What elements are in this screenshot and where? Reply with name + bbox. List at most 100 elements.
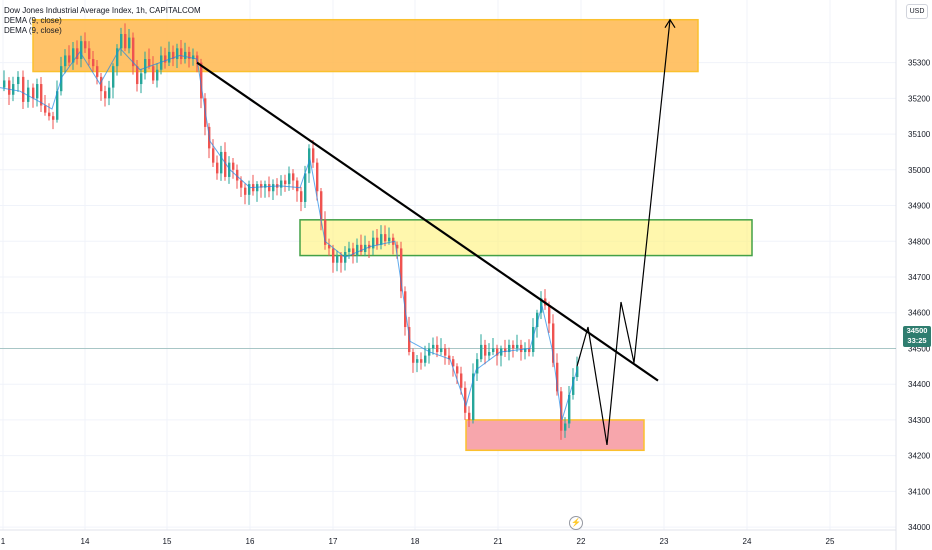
legend-title[interactable]: Dow Jones Industrial Average Index, 1h, … [4,6,201,15]
candle-body [184,51,187,60]
candle-body [120,34,123,49]
candle-body [88,48,91,60]
candle-body [320,191,323,220]
time-axis[interactable]: 1 14 15 16 17 18 21 22 23 24 25 [1,537,835,546]
candle-body [80,41,83,60]
candle-body [556,362,559,392]
candle-body [508,344,511,353]
candle-body [168,51,171,63]
candle-body [576,366,579,378]
price-tick-label: 34800 [908,237,931,246]
candle-body [564,423,567,431]
candle-body [432,344,435,349]
candle-body [480,344,483,360]
candle-body [68,55,71,63]
candle-body [64,55,67,67]
candle-body [3,80,6,88]
candle-body [104,91,107,99]
candle-body [44,105,47,113]
candle-body [536,312,539,328]
candle-body [524,348,527,353]
candle-body [116,48,119,67]
price-tick-label: 34900 [908,202,931,211]
price-tick-label: 35100 [908,130,931,139]
candle-body [220,151,223,174]
projection-path [576,19,671,446]
time-tick-label: 23 [660,537,669,546]
candle-body [148,59,151,67]
candle-body [456,366,459,374]
chart-zones [32,18,753,452]
candle-body [212,148,215,163]
candle-body [284,180,287,185]
candle-body [396,244,399,249]
chart-legend: Dow Jones Industrial Average Index, 1h, … [4,6,201,36]
candle-body [180,48,183,60]
candle-body [520,344,523,353]
candle-body [36,84,39,99]
time-tick-label: 17 [329,537,338,546]
zone-red [465,419,645,452]
candle-body [380,234,383,245]
candle-body [260,184,263,188]
candle-body [424,355,427,363]
time-tick-label: 14 [81,537,90,546]
candle-body [240,180,243,188]
candle-body [512,344,515,349]
price-axis[interactable]: 34000 34100 34200 34300 34400 34500 34600 34700… [908,59,931,533]
candle-body [452,359,455,367]
candle-body [540,298,543,313]
candle-body [296,180,299,192]
candle-body [48,112,51,117]
price-tick-label: 35300 [908,59,931,68]
candle-body [76,48,79,60]
candle-body [156,69,159,81]
candle-body [360,244,363,252]
price-tick-label: 35000 [908,166,931,175]
candle-body [332,248,335,263]
candle-body [264,184,267,188]
chart-drawings [196,18,676,446]
time-tick-label: 18 [411,537,420,546]
candle-body [292,173,295,181]
last-price-label: 34500 33:25 [903,326,931,347]
candle-body [27,87,30,102]
candle-body [476,359,479,374]
candle-body [572,377,575,395]
candle-body [248,184,251,195]
candle-body [348,248,351,252]
candle-body [176,48,179,60]
candle-body [40,84,43,106]
price-tick-label: 34400 [908,380,931,389]
price-tick-label: 35200 [908,94,931,103]
price-tick-label: 34100 [908,487,931,496]
candle-body [376,237,379,245]
candle-body [448,355,451,360]
candle-body [356,244,359,256]
candle-body [352,248,355,256]
candle-body [192,55,195,60]
lightning-icon[interactable]: ⚡ [569,516,583,530]
candle-body [136,66,139,85]
legend-indicator-2[interactable]: DEMA (9, close) [4,26,62,35]
time-tick-label: 15 [163,537,172,546]
price-tick-label: 34300 [908,416,931,425]
candle-body [200,62,203,99]
candle-body [416,359,419,363]
candle-body [188,51,191,60]
candle-body [384,234,387,242]
candle-body [268,184,271,192]
candle-body [72,48,75,63]
candle-body [472,373,475,420]
candle-body [412,352,415,363]
time-tick-label: 22 [577,537,586,546]
candle-body [100,76,103,92]
candle-body [8,80,11,95]
dema-line [0,47,578,421]
candle-body [464,387,467,413]
candle-body [516,344,519,349]
candle-body [300,191,303,202]
currency-button[interactable]: USD [906,4,928,19]
legend-indicator-1[interactable]: DEMA (9, close) [4,16,62,25]
